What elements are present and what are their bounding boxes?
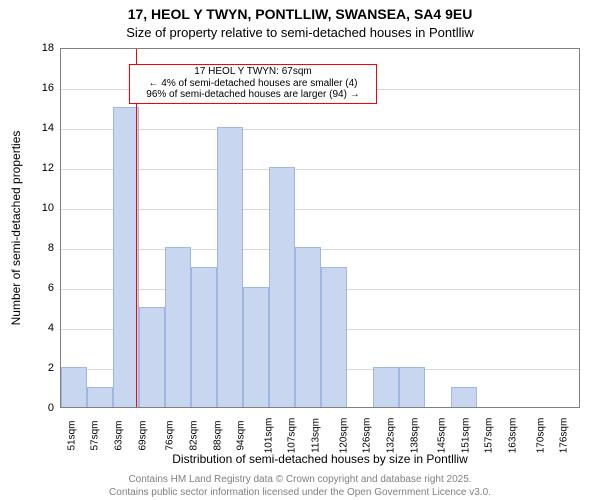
y-axis-label: Number of semi-detached properties — [9, 131, 23, 326]
x-tick-label: 57sqm — [90, 420, 101, 450]
histogram-bar — [61, 367, 87, 407]
histogram-bar — [269, 167, 295, 407]
histogram-bar — [87, 387, 113, 407]
y-tick-label: 12 — [32, 162, 54, 174]
histogram-bar — [399, 367, 425, 407]
x-tick-label: 101sqm — [263, 418, 274, 454]
x-tick-label: 170sqm — [535, 418, 546, 454]
x-tick-label: 157sqm — [484, 418, 495, 454]
x-tick-label: 76sqm — [165, 420, 176, 450]
x-tick-label: 113sqm — [311, 418, 322, 453]
histogram-bar — [139, 307, 165, 407]
footer-line2: Contains public sector information licen… — [0, 487, 600, 500]
y-tick-label: 0 — [32, 402, 54, 414]
annotation-line3: 96% of semi-detached houses are larger (… — [132, 89, 374, 101]
y-tick-label: 16 — [32, 82, 54, 94]
x-tick-label: 82sqm — [188, 420, 199, 450]
y-tick-label: 8 — [32, 242, 54, 254]
histogram-bar — [243, 287, 269, 407]
chart-container: 17, HEOL Y TWYN, PONTLLIW, SWANSEA, SA4 … — [0, 0, 600, 500]
x-tick-label: 132sqm — [385, 418, 396, 454]
histogram-bar — [295, 247, 321, 407]
x-tick-label: 63sqm — [114, 420, 125, 450]
chart-title-line1: 17, HEOL Y TWYN, PONTLLIW, SWANSEA, SA4 … — [0, 6, 600, 22]
histogram-bar — [217, 127, 243, 407]
y-tick-label: 18 — [32, 42, 54, 54]
histogram-bar — [165, 247, 191, 407]
histogram-bar — [321, 267, 347, 407]
histogram-bar — [373, 367, 399, 407]
y-tick-label: 4 — [32, 322, 54, 334]
x-tick-label: 163sqm — [508, 418, 519, 454]
x-tick-label: 138sqm — [409, 418, 420, 454]
x-tick-label: 126sqm — [362, 418, 373, 454]
y-tick-label: 2 — [32, 362, 54, 374]
y-tick-label: 6 — [32, 282, 54, 294]
chart-footer: Contains HM Land Registry data © Crown c… — [0, 474, 600, 499]
x-tick-label: 176sqm — [559, 418, 570, 454]
chart-title-line2: Size of property relative to semi-detach… — [0, 25, 600, 40]
annotation-line1: 17 HEOL Y TWYN: 67sqm — [132, 66, 374, 78]
histogram-bar — [191, 267, 217, 407]
y-tick-label: 14 — [32, 122, 54, 134]
x-tick-label: 88sqm — [212, 420, 223, 450]
x-tick-label: 69sqm — [137, 420, 148, 450]
annotation-line2: ← 4% of semi-detached houses are smaller… — [132, 78, 374, 90]
annotation-box: 17 HEOL Y TWYN: 67sqm ← 4% of semi-detac… — [129, 64, 377, 104]
y-tick-label: 10 — [32, 202, 54, 214]
plot-area: 17 HEOL Y TWYN: 67sqm ← 4% of semi-detac… — [60, 48, 580, 408]
x-tick-label: 145sqm — [437, 418, 448, 454]
x-axis-label: Distribution of semi-detached houses by … — [172, 452, 467, 466]
footer-line1: Contains HM Land Registry data © Crown c… — [0, 474, 600, 487]
x-tick-label: 107sqm — [287, 418, 298, 454]
x-tick-label: 120sqm — [338, 418, 349, 454]
x-tick-label: 51sqm — [66, 420, 77, 450]
x-tick-label: 94sqm — [236, 420, 247, 450]
histogram-bar — [451, 387, 477, 407]
x-tick-label: 151sqm — [460, 418, 471, 454]
